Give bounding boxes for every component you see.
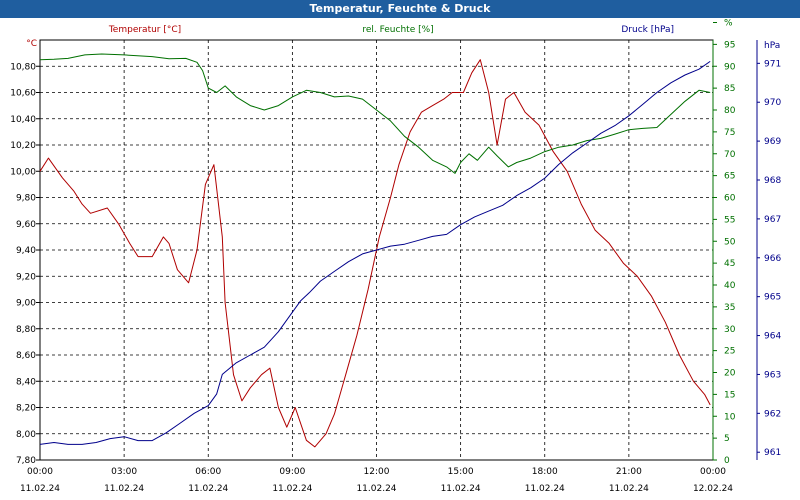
humidity-axis-unit: %: [724, 19, 733, 29]
humidity-axis-tick-label: 50: [724, 237, 736, 247]
pressure-axis-tick-label: 965: [764, 293, 781, 303]
humidity-axis-tick-label: 75: [724, 128, 735, 138]
left-axis-tick-label: 8,80: [16, 325, 36, 335]
left-axis-tick-label: 9,20: [16, 272, 36, 282]
humidity-axis-tick-label: 35: [724, 303, 735, 313]
x-tick-date-label: 11.02.24: [441, 484, 481, 494]
humidity-axis-tick-label: 0: [724, 456, 730, 466]
legend-entry: Temperatur [°C]: [108, 25, 181, 35]
left-axis-tick-label: 10,00: [10, 167, 36, 177]
tick-labels: 00:00 11.02.24 03:00 11.02.24 06:00 11.02.24 0…: [10, 19, 781, 495]
series-line: [39, 59, 711, 448]
left-axis-tick-label: 10,20: [10, 141, 36, 151]
x-tick-date-label: 11.02.24: [356, 484, 396, 494]
pressure-axis-tick-label: 962: [764, 409, 781, 419]
chart-canvas: 00:00 11.02.24 03:00 11.02.24 06:00 11.02.24 0…: [0, 18, 800, 500]
left-axis-tick-label: 10,60: [10, 89, 36, 99]
x-tick-date-label: 11.02.24: [609, 484, 649, 494]
humidity-axis-tick-label: 55: [724, 215, 735, 225]
humidity-axis-tick-label: 60: [724, 194, 736, 204]
humidity-axis-tick-label: 45: [724, 259, 735, 269]
left-axis-tick-label: 9,80: [16, 194, 36, 204]
humidity-axis-tick-label: 20: [724, 369, 736, 379]
pressure-axis-tick-label: 969: [764, 137, 781, 147]
x-tick-time-label: 09:00: [279, 467, 305, 477]
humidity-axis-tick-label: 65: [724, 172, 735, 182]
pressure-axis-tick-label: 967: [764, 215, 781, 225]
humidity-axis-tick-label: 95: [724, 40, 735, 50]
left-axis-tick-label: 9,00: [16, 299, 36, 309]
humidity-axis-tick-label: 25: [724, 347, 735, 357]
x-tick-time-label: 12:00: [364, 467, 390, 477]
humidity-axis-tick-label: 85: [724, 84, 735, 94]
left-axis-tick-label: 9,60: [16, 220, 36, 230]
humidity-axis-tick-label: 70: [724, 150, 736, 160]
series-lines: [39, 53, 711, 448]
x-tick-date-label: 11.02.24: [525, 484, 565, 494]
pressure-axis-tick-label: 970: [764, 98, 781, 108]
left-axis-unit: °C: [26, 39, 37, 49]
series-line: [39, 53, 711, 174]
humidity-axis-tick-label: 30: [724, 325, 736, 335]
left-axis-tick-label: 9,40: [16, 246, 36, 256]
left-axis-tick-label: 10,80: [10, 62, 36, 72]
chart-title: Temperatur, Feuchte & Druck: [0, 0, 800, 18]
pressure-axis-tick-label: 966: [764, 254, 781, 264]
left-axis-tick-label: 8,20: [16, 404, 36, 414]
humidity-axis-tick-label: 5: [724, 434, 730, 444]
x-tick-date-label: 11.02.24: [188, 484, 228, 494]
pressure-axis-tick-label: 968: [764, 176, 781, 186]
pressure-axis-tick-label: 964: [764, 332, 781, 342]
pressure-axis-unit: hPa: [764, 41, 780, 51]
x-tick-date-label: 11.02.24: [104, 484, 144, 494]
x-tick-date-label: 12.02.24: [693, 484, 733, 494]
x-tick-time-label: 00:00: [700, 467, 726, 477]
series-line: [39, 60, 711, 445]
x-tick-date-label: 11.02.24: [272, 484, 312, 494]
left-axis-tick-label: 8,40: [16, 377, 36, 387]
pressure-axis-tick-label: 971: [764, 59, 781, 69]
humidity-axis-tick-label: 40: [724, 281, 736, 291]
humidity-axis-tick-label: 15: [724, 390, 735, 400]
legend: Temperatur [°C] rel. Feuchte [%] Druck [hP…: [108, 25, 674, 35]
legend-entry: Druck [hPa]: [621, 25, 674, 35]
humidity-axis-tick-label: 10: [724, 412, 736, 422]
left-axis-tick-label: 7,80: [16, 456, 36, 466]
x-tick-time-label: 18:00: [532, 467, 558, 477]
legend-entry: rel. Feuchte [%]: [362, 25, 433, 35]
x-tick-date-label: 11.02.24: [20, 484, 60, 494]
humidity-axis-tick-label: 90: [724, 62, 736, 72]
humidity-axis-tick-label: 80: [724, 106, 736, 116]
x-tick-time-label: 06:00: [195, 467, 221, 477]
left-axis-tick-label: 8,60: [16, 351, 36, 361]
left-axis-tick-label: 8,00: [16, 430, 36, 440]
left-axis-tick-label: 10,40: [10, 115, 36, 125]
pressure-axis-tick-label: 963: [764, 370, 781, 380]
pressure-axis-tick-label: 961: [764, 448, 781, 458]
x-tick-time-label: 00:00: [27, 467, 53, 477]
axes: [36, 22, 760, 461]
x-tick-time-label: 21:00: [616, 467, 642, 477]
x-tick-time-label: 03:00: [111, 467, 137, 477]
x-tick-time-label: 15:00: [448, 467, 474, 477]
